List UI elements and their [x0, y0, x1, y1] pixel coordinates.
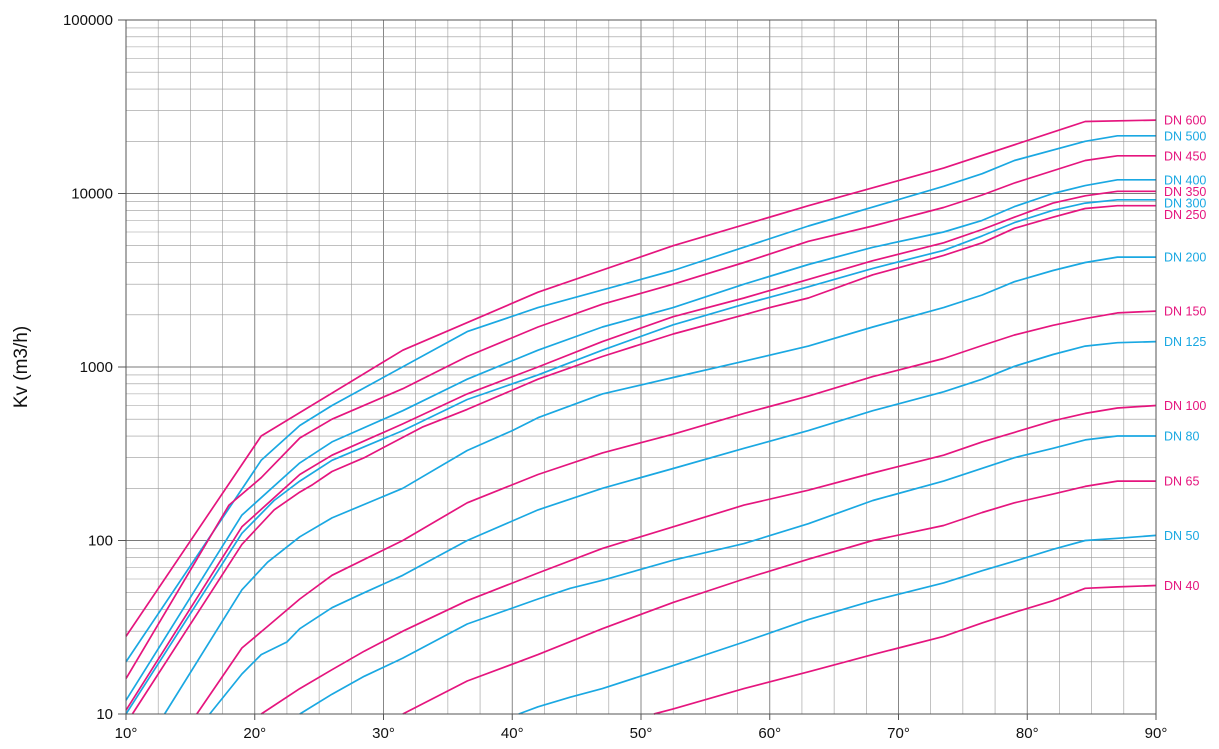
series-line-dn-350: [125, 190, 1156, 711]
x-tick-label: 10°: [115, 725, 138, 742]
series-label-dn-50: DN 50: [1164, 529, 1199, 543]
series-line-dn-50: [518, 534, 1157, 715]
y-tick-label: 10: [96, 706, 113, 723]
series-line-dn-600: [125, 119, 1157, 637]
series-label-dn-600: DN 600: [1164, 114, 1206, 128]
series-line-dn-500: [125, 134, 1156, 663]
series-lines: [125, 119, 1157, 715]
x-tick-label: 30°: [372, 725, 395, 742]
x-tick-label: 50°: [630, 725, 653, 742]
x-tick-label: 80°: [1016, 725, 1039, 742]
series-line-dn-400: [125, 178, 1156, 701]
series-label-dn-350: DN 350: [1164, 185, 1206, 199]
series-label-dn-80: DN 80: [1164, 430, 1199, 444]
y-tick-label: 100: [88, 533, 113, 550]
series-label-dn-125: DN 125: [1164, 335, 1206, 349]
series-label-dn-150: DN 150: [1164, 305, 1206, 319]
series-line-dn-100: [260, 404, 1157, 715]
series-label-dn-250: DN 250: [1164, 208, 1206, 222]
series-label-dn-450: DN 450: [1164, 149, 1206, 163]
series-line-dn-250: [131, 204, 1156, 715]
series-line-dn-65: [402, 480, 1156, 715]
series-line-dn-200: [163, 256, 1156, 715]
series-label-dn-400: DN 400: [1164, 173, 1206, 187]
x-tick-label: 20°: [243, 725, 266, 742]
series-label-dn-100: DN 100: [1164, 399, 1206, 413]
x-tick-label: 40°: [501, 725, 524, 742]
series-label-dn-500: DN 500: [1164, 129, 1206, 143]
y-tick-label: 100000: [63, 12, 113, 29]
y-tick-label: 1000: [80, 359, 113, 376]
series-line-dn-150: [196, 310, 1157, 715]
series-line-dn-40: [653, 584, 1157, 715]
series-label-dn-65: DN 65: [1164, 475, 1199, 489]
y-axis-title: Kv (m3/h): [11, 326, 32, 408]
series-line-dn-450: [125, 154, 1156, 680]
series-label-dn-40: DN 40: [1164, 579, 1199, 593]
y-tick-label: 10000: [71, 186, 113, 203]
series-line-dn-300: [125, 198, 1156, 715]
series-label-dn-300: DN 300: [1164, 196, 1206, 210]
grid: [125, 20, 1157, 715]
x-tick-label: 70°: [887, 725, 910, 742]
series-label-dn-200: DN 200: [1164, 251, 1206, 265]
series-line-dn-125: [209, 340, 1157, 715]
x-tick-label: 60°: [758, 725, 781, 742]
x-tick-label: 90°: [1145, 725, 1168, 742]
y-axis-ticks: 10 100 1000 10000 100000: [63, 12, 126, 723]
series-line-dn-80: [299, 435, 1156, 715]
x-axis-ticks: 10° 20° 30° 40° 50° 60° 70° 80° 90°: [115, 714, 1168, 742]
